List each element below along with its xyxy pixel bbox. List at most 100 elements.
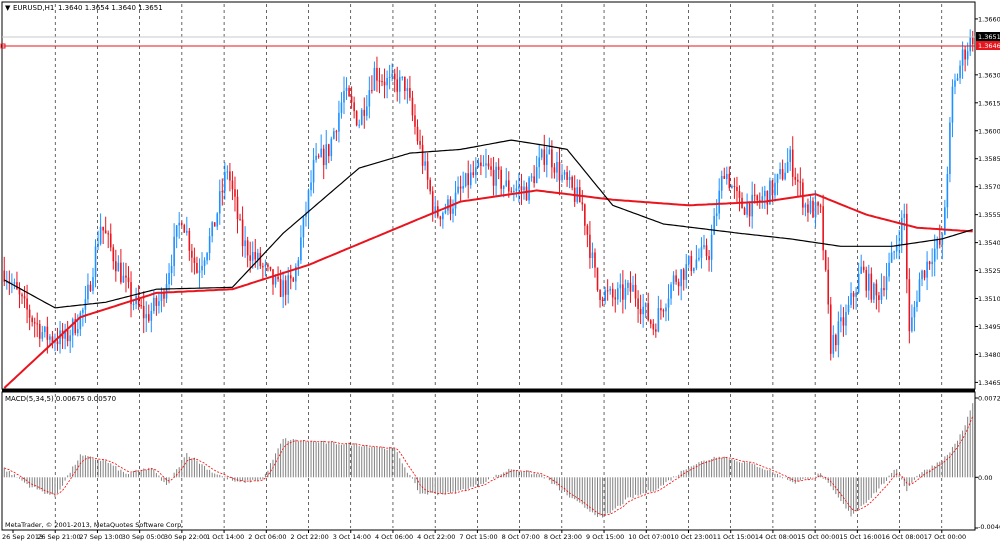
- candle-body: [748, 203, 751, 217]
- candle-body: [269, 266, 272, 270]
- candle-body: [883, 288, 885, 291]
- candle-body: [571, 176, 573, 188]
- candle-body: [477, 162, 480, 168]
- candle-body: [797, 179, 799, 182]
- candle-body: [753, 194, 756, 196]
- ask-price-tag: [976, 32, 1000, 41]
- candle-body: [903, 213, 906, 218]
- candle-body: [708, 256, 710, 260]
- candle-body: [558, 161, 561, 181]
- macd-histogram: [3, 403, 974, 518]
- candle-body: [698, 257, 700, 260]
- candle-body: [538, 157, 541, 168]
- candle-body: [492, 169, 495, 186]
- candle-body: [637, 298, 639, 309]
- candle-body: [234, 189, 236, 197]
- candle-body: [890, 252, 893, 263]
- slow-ma-line: [3, 189, 973, 389]
- candle-body: [715, 213, 718, 217]
- candle-body: [515, 188, 518, 191]
- candle-body: [358, 124, 361, 126]
- candle-body: [599, 289, 601, 300]
- price-tick-label: 1.3480: [978, 351, 1000, 359]
- macd-panel[interactable]: [1, 391, 976, 531]
- candle-body: [941, 234, 944, 245]
- candle-body: [961, 49, 964, 66]
- candle-body: [487, 163, 490, 167]
- macd-axis[interactable]: 0.00729 0.00 -0.00466: [975, 395, 1000, 532]
- candle-body: [462, 186, 464, 189]
- candle-body: [850, 293, 852, 305]
- candle-body: [371, 90, 373, 92]
- candle-body: [206, 253, 208, 261]
- candle-body: [586, 225, 589, 235]
- candle-body: [809, 200, 812, 213]
- candle-body: [142, 305, 145, 319]
- price-axis[interactable]: 1.3660 1.3630 1.3615 1.3600 1.3585 1.3570 1.35…: [975, 15, 1000, 387]
- candle-body: [822, 206, 824, 251]
- candle-body: [330, 138, 333, 157]
- candle-body: [677, 281, 680, 287]
- bid-line-handle[interactable]: [0, 43, 6, 49]
- time-tick-label: 27 Sep 13:00: [79, 533, 122, 541]
- candle-body: [624, 287, 627, 300]
- candle-body: [409, 88, 411, 98]
- candle-body: [340, 102, 343, 113]
- candle-body: [685, 264, 688, 280]
- candle-body: [305, 213, 307, 217]
- candle-body: [746, 203, 748, 215]
- candle-body: [789, 149, 791, 162]
- candle-body: [183, 224, 186, 233]
- candle-body: [168, 272, 170, 285]
- candle-body: [938, 239, 941, 245]
- candle-body: [682, 269, 685, 280]
- candle-body: [140, 305, 142, 307]
- candle-body: [158, 301, 160, 306]
- candle-body: [373, 67, 376, 91]
- candle-body: [295, 266, 297, 282]
- candle-body: [642, 306, 644, 315]
- candle-body: [743, 208, 746, 215]
- candle-body: [467, 173, 470, 186]
- collapse-arrow-icon[interactable]: ▼: [5, 4, 11, 12]
- candle-body: [867, 273, 870, 291]
- candle-body: [277, 276, 279, 280]
- candle-body: [589, 234, 591, 258]
- candle-body: [495, 166, 497, 186]
- candle-body: [860, 266, 862, 274]
- candle-body: [411, 97, 414, 116]
- candle-body: [132, 303, 135, 305]
- candle-body: [115, 261, 117, 272]
- candle-body: [687, 256, 690, 265]
- candle-body: [594, 252, 596, 268]
- candle-body: [191, 250, 193, 258]
- candle-body: [551, 149, 553, 168]
- candle-body: [794, 176, 797, 180]
- price-panel[interactable]: [1, 1, 976, 390]
- candle-body: [393, 73, 396, 80]
- candle-body: [366, 106, 368, 116]
- candle-body: [345, 87, 348, 91]
- candle-body: [464, 173, 467, 187]
- candle-body: [693, 267, 695, 272]
- symbol-label: EURUSD,H1: [13, 4, 54, 12]
- candle-body: [241, 219, 244, 247]
- candle-body: [33, 322, 36, 324]
- time-tick-label: 14 Oct 08:00: [755, 533, 797, 541]
- candle-body: [606, 290, 609, 292]
- candle-body: [163, 292, 165, 299]
- candle-body: [951, 86, 954, 123]
- candle-body: [619, 284, 622, 289]
- candle-body: [325, 144, 328, 166]
- time-tick-label: 8 Oct 07:00: [502, 533, 540, 541]
- candle-body: [814, 202, 817, 218]
- candle-body: [926, 261, 928, 278]
- candle-body: [274, 276, 277, 285]
- candle-body: [949, 122, 951, 175]
- candle-body: [401, 76, 404, 78]
- candle-body: [155, 297, 158, 306]
- candle-body: [239, 219, 241, 221]
- candle-body: [680, 269, 682, 287]
